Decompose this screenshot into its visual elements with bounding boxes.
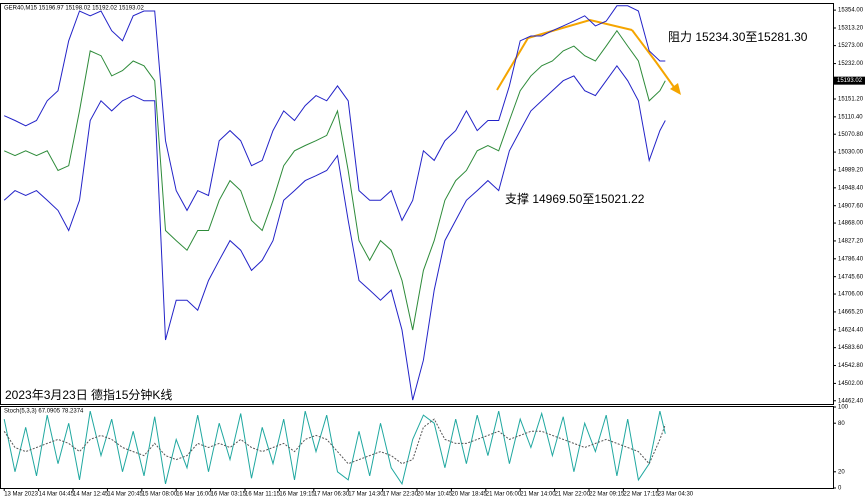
x-tick-label: 21 Mar 06:00 bbox=[486, 492, 522, 498]
panel-title: GER40,M15 15196.97 15198.02 15192.02 151… bbox=[4, 6, 144, 12]
x-tick-label: 16 Mar 03:15 bbox=[211, 492, 247, 498]
y-tick-label: 0 bbox=[838, 486, 842, 492]
annotation: 阻力 15234.30至15281.30 bbox=[668, 30, 808, 44]
trend-line bbox=[496, 18, 633, 91]
y-tick-label: 15030.00 bbox=[838, 150, 864, 156]
main-panel bbox=[0, 3, 834, 405]
x-tick-label: 17 Mar 22:30 bbox=[383, 492, 419, 498]
y-tick-label: 14948.40 bbox=[838, 185, 864, 191]
y-tick-label: 14624.40 bbox=[838, 327, 864, 333]
x-tick-label: 23 Mar 04:30 bbox=[658, 492, 694, 498]
y-tick-label: 80 bbox=[838, 421, 845, 427]
x-tick-label: 16 Mar 16:00 bbox=[176, 492, 212, 498]
y-tick-label: 14502.00 bbox=[838, 381, 864, 387]
y-tick-label: 14583.60 bbox=[838, 345, 864, 351]
annotation: 2023年3月23日 德指15分钟K线 bbox=[5, 387, 172, 402]
x-tick-label: 22 Mar 09:15 bbox=[589, 492, 625, 498]
y-tick-label: 14989.20 bbox=[838, 168, 864, 174]
y-tick-label: 14827.20 bbox=[838, 239, 864, 245]
y-tick-label: 14706.00 bbox=[838, 292, 864, 298]
y-tick-label: 14907.60 bbox=[838, 203, 864, 209]
y-tick-label: 14868.00 bbox=[838, 221, 864, 227]
y-tick-label: 15232.00 bbox=[838, 61, 864, 67]
x-tick-label: 14 Mar 12:45 bbox=[73, 492, 109, 498]
stoch-panel bbox=[0, 406, 834, 489]
x-tick-label: 14 Mar 20:45 bbox=[107, 492, 143, 498]
y-tick-label: 15110.40 bbox=[838, 114, 863, 120]
x-tick-label: 22 Mar 17:15 bbox=[623, 492, 659, 498]
x-tick-label: 16 Mar 11:15 bbox=[245, 492, 281, 498]
series-line bbox=[3, 29, 666, 331]
x-tick-label: 21 Mar 22:00 bbox=[555, 492, 591, 498]
y-tick-label: 14542.80 bbox=[838, 363, 864, 369]
arrow-head bbox=[670, 83, 681, 95]
current-price-box bbox=[834, 76, 865, 85]
trend-arrows bbox=[496, 18, 681, 95]
x-tick-label: 21 Mar 14:00 bbox=[520, 492, 556, 498]
series-line bbox=[3, 418, 666, 465]
x-tick-label: 20 Mar 18:45 bbox=[451, 492, 487, 498]
current-price-label: 15193.02 bbox=[837, 78, 863, 84]
x-tick-label: 17 Mar 06:30 bbox=[314, 492, 350, 498]
y-tick-label: 20 bbox=[838, 469, 845, 475]
panel-title: Stoch(5,3,3) 67.0905 78.2374 bbox=[4, 409, 84, 415]
y-tick-label: 15313.20 bbox=[838, 26, 864, 32]
x-tick-label: 15 Mar 08:00 bbox=[142, 492, 178, 498]
series-line bbox=[3, 410, 666, 486]
annotation: 支撑 14969.50至15021.22 bbox=[505, 191, 645, 206]
y-tick-label: 15354.00 bbox=[838, 8, 864, 14]
y-tick-label: 15273.00 bbox=[838, 43, 864, 49]
x-tick-label: 20 Mar 10:45 bbox=[417, 492, 453, 498]
x-tick-label: 14 Mar 04:45 bbox=[39, 492, 75, 498]
y-tick-label: 14786.40 bbox=[838, 256, 864, 262]
x-tick-label: 17 Mar 14:30 bbox=[348, 492, 384, 498]
series-line bbox=[3, 64, 666, 401]
y-tick-label: 14462.40 bbox=[838, 398, 864, 404]
y-tick-label: 100 bbox=[838, 405, 849, 411]
y-tick-label: 15070.80 bbox=[838, 132, 864, 138]
y-tick-label: 15151.20 bbox=[838, 97, 864, 103]
series-line bbox=[3, 5, 666, 222]
x-tick-label: 13 Mar 2023 bbox=[4, 492, 38, 498]
trend-line bbox=[631, 29, 677, 91]
y-tick-label: 14665.20 bbox=[838, 309, 864, 315]
y-tick-label: 14745.60 bbox=[838, 274, 864, 280]
x-tick-label: 16 Mar 19:15 bbox=[279, 492, 315, 498]
